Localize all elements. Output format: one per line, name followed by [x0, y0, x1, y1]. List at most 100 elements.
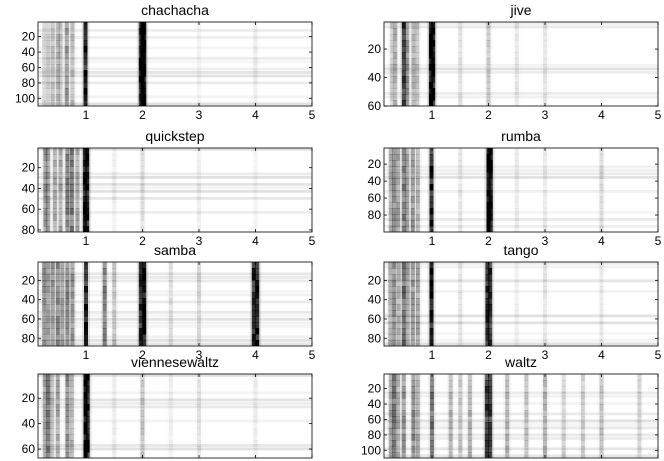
band-2-cell	[486, 202, 491, 209]
y-tick-label: 60	[22, 60, 36, 74]
band-2.67-cell	[524, 380, 529, 387]
band-0.41-cell	[50, 70, 55, 77]
heatmap-cells	[38, 262, 312, 346]
band-0.67-cell	[65, 340, 70, 346]
band-0.66-cell	[64, 46, 69, 53]
band-0.45-cell	[52, 172, 57, 179]
band-0.33-cell	[46, 322, 51, 329]
band-0.41-cell	[396, 304, 401, 311]
band-0.5-cell	[401, 214, 406, 221]
band-0.67-cell	[411, 392, 416, 399]
band-2.67-cell	[524, 446, 529, 453]
band-0.5-cell	[401, 428, 406, 435]
band-0.27-cell	[388, 446, 393, 453]
band-0.4-cell	[396, 160, 401, 167]
band-0.33-cell	[392, 202, 397, 209]
band-2.04-cell	[488, 166, 493, 173]
band-3-cell	[543, 64, 547, 71]
band-2.5-cell	[514, 184, 519, 191]
band-4-cell	[253, 76, 258, 83]
band-2-cell	[486, 46, 491, 53]
band-0.4-cell	[396, 166, 401, 173]
band-3-cell	[197, 392, 201, 399]
band-0.41-cell	[396, 322, 401, 329]
band-3-cell	[197, 304, 201, 311]
band-1.97-cell	[484, 386, 489, 393]
band-2.5-cell	[514, 88, 519, 95]
band-0.33-cell	[46, 440, 51, 447]
y-tick-label: 20	[22, 161, 36, 175]
band-0.67-cell	[65, 392, 70, 399]
band-0.85-cell	[75, 166, 80, 173]
band-0.5-cell	[401, 100, 406, 106]
plot-frame	[383, 261, 659, 347]
band-0.26-cell	[388, 280, 393, 287]
band-3-cell	[543, 286, 547, 293]
band-3-cell	[543, 208, 547, 215]
band-halo	[252, 374, 260, 458]
band-1.5-cell	[458, 22, 463, 29]
band-0.41-cell	[50, 76, 55, 83]
band-0.55-cell	[58, 178, 63, 185]
band-0.5-cell	[401, 416, 406, 423]
band-0.98-cell	[428, 76, 433, 83]
band-0.27-cell	[42, 452, 47, 458]
band-0.99-cell	[83, 70, 88, 77]
band-0.75-cell	[415, 392, 420, 399]
band-2-cell	[486, 88, 491, 95]
band-0.41-cell	[50, 58, 55, 65]
band-0.33-cell	[46, 208, 51, 215]
band-0.67-cell	[411, 452, 416, 458]
band-0.56-cell	[405, 52, 410, 59]
band-0.99-cell	[429, 166, 434, 173]
band-1.5-cell	[458, 190, 463, 197]
band-2.03-cell	[488, 428, 493, 435]
band-halo	[598, 374, 606, 458]
band-0.26-cell	[42, 46, 47, 53]
band-0.98-cell	[82, 154, 87, 161]
band-1.02-cell	[85, 184, 90, 191]
band-0.27-cell	[42, 440, 47, 447]
band-1.02-cell	[431, 34, 436, 41]
band-0.56-cell	[405, 202, 410, 209]
band-2.67-cell	[524, 452, 529, 458]
band-4-cell	[599, 416, 604, 423]
band-2.5-cell	[514, 160, 519, 167]
band-0.28-cell	[43, 166, 48, 173]
band-0.4-cell	[50, 398, 55, 405]
band-0.66-cell	[64, 58, 69, 65]
band-0.75-cell	[415, 274, 420, 281]
band-0.57-cell	[405, 286, 410, 293]
band-1.97-cell	[138, 292, 143, 299]
band-1.5-cell	[458, 410, 463, 417]
band-0.99-cell	[429, 172, 434, 179]
band-0.76-cell	[70, 262, 75, 269]
band-halo	[48, 262, 57, 346]
band-0.75-cell	[69, 434, 74, 441]
band-2-cell	[140, 422, 145, 429]
plot-frame	[383, 373, 659, 459]
band-0.35-cell	[393, 100, 398, 106]
band-1.03-cell	[85, 398, 90, 405]
band-0.26-cell	[42, 340, 47, 346]
band-0.98-cell	[82, 208, 87, 215]
band-0.99-cell	[429, 226, 434, 232]
band-0.67-cell	[65, 452, 70, 458]
band-0.27-cell	[42, 434, 47, 441]
band-1.5-cell	[112, 392, 117, 399]
band-1.5-cell	[112, 446, 117, 453]
band-2.03-cell	[142, 304, 147, 311]
band-2-cell	[486, 166, 491, 173]
band-0.75-cell	[415, 262, 420, 269]
band-0.99-cell	[83, 416, 88, 423]
band-2.5-cell	[168, 304, 173, 311]
band-2.03-cell	[142, 292, 147, 299]
band-halo	[110, 262, 118, 346]
band-0.66-cell	[64, 28, 69, 35]
band-1.5-cell	[112, 196, 117, 203]
band-0.98-cell	[82, 202, 87, 209]
band-0.27-cell	[388, 410, 393, 417]
band-0.27-cell	[42, 374, 47, 381]
band-0.4-cell	[50, 422, 55, 429]
band-1.98-cell	[485, 322, 490, 329]
